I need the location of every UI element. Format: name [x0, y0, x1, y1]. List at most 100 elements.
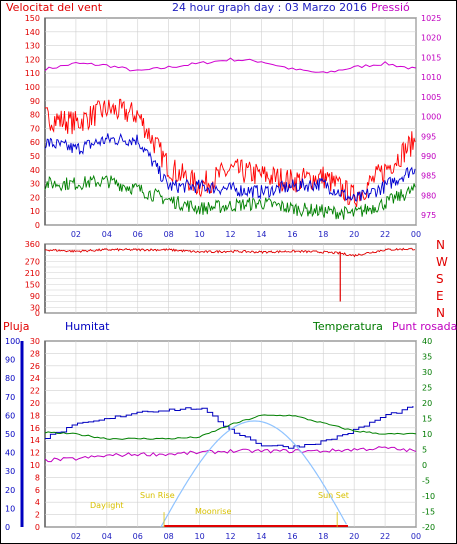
x-tick-label: 06 [133, 532, 143, 541]
dew-point-title: Punt rosada [392, 320, 457, 333]
temperature-tick-label: -5 [422, 477, 430, 486]
wind-direction-panel: 030 90 150 210 270 360 [25, 240, 417, 318]
x-tick-label: 04 [102, 532, 112, 541]
y-left-tick-label: 50 [30, 152, 40, 161]
x-tick-label: 18 [318, 230, 328, 239]
rain-tick-label: 28 [30, 349, 40, 358]
y-right-tick-label: 1010 [421, 73, 441, 82]
y-left-tick-label: 110 [25, 69, 40, 78]
temperature-tick-label: 10 [422, 430, 432, 439]
temperature-tick-label: -15 [422, 508, 435, 517]
x-tick-label: 18 [318, 532, 328, 541]
x-tick-label: 12 [225, 230, 235, 239]
x-tick-label: 22 [380, 532, 390, 541]
y-right-tick-label: 1015 [421, 53, 441, 62]
y-left-tick-label: 120 [25, 55, 40, 64]
direction-label-n: N [436, 238, 445, 252]
x-tick-label: 02 [71, 230, 81, 239]
temperature-tick-label: 40 [422, 337, 432, 346]
y-left-tick-label: 40 [30, 166, 40, 175]
x-tick-label: 16 [287, 230, 297, 239]
x-tick-label: 22 [380, 230, 390, 239]
humidity-title: Humitat [65, 320, 110, 333]
rain-tick-label: 24 [30, 374, 40, 383]
humidity-tick-label: 20 [5, 486, 15, 495]
series-line-1 [44, 414, 417, 440]
series-line-0 [45, 406, 414, 449]
y-tick-label: 90 [30, 292, 40, 301]
y-tick-label: 0 [35, 309, 40, 318]
humidity-tick-label: 90 [5, 356, 15, 365]
y-left-tick-label: 80 [30, 111, 40, 120]
temperature-tick-label: 30 [422, 368, 432, 377]
x-tick-label: 14 [256, 532, 266, 541]
rain-tick-label: 4 [35, 498, 40, 507]
temperature-tick-label: 35 [422, 353, 432, 362]
wind-direction-line [45, 247, 416, 258]
y-right-tick-label: 990 [421, 152, 436, 161]
y-left-tick-label: 0 [35, 221, 40, 230]
rain-tick-label: 2 [35, 511, 40, 520]
temperature-tick-label: -20 [422, 523, 435, 532]
humidity-tick-label: 30 [5, 467, 15, 476]
y-left-tick-label: 30 [30, 180, 40, 189]
rain-tick-label: 8 [35, 473, 40, 482]
y-right-tick-label: 995 [421, 132, 436, 141]
y-left-tick-label: 90 [30, 97, 40, 106]
humidity-tick-label: 60 [5, 411, 15, 420]
rain-tick-label: 18 [30, 411, 40, 420]
series-line-1 [44, 98, 416, 208]
daylight-curve [160, 420, 347, 528]
y-right-tick-label: 1025 [421, 14, 441, 23]
direction-label-s: S [436, 272, 444, 286]
y-left-tick-label: 10 [30, 207, 40, 216]
rain-tick-label: 10 [30, 461, 40, 470]
y-tick-label: 210 [25, 269, 40, 278]
y-tick-label: 270 [25, 257, 40, 266]
y-right-tick-label: 1005 [421, 93, 441, 102]
y-right-tick-label: 1020 [421, 34, 441, 43]
temperature-tick-label: -10 [422, 492, 435, 501]
x-tick-label: 06 [133, 230, 143, 239]
humidity-tick-label: 40 [5, 449, 15, 458]
x-tick-label: 08 [164, 230, 174, 239]
x-tick-label: 00 [411, 230, 421, 239]
y-left-tick-label: 60 [30, 138, 40, 147]
humidity-tick-label: 0 [5, 523, 10, 532]
x-tick-label: 16 [287, 532, 297, 541]
rain-tick-label: 6 [35, 486, 40, 495]
direction-label-n2: N [436, 306, 445, 320]
humidity-tick-label: 80 [5, 374, 15, 383]
y-right-tick-label: 1000 [421, 113, 441, 122]
rain-tick-label: 22 [30, 387, 40, 396]
y-right-tick-label: 985 [421, 172, 436, 181]
rain-tick-label: 26 [30, 362, 40, 371]
series-line-2 [44, 132, 416, 202]
y-left-tick-label: 130 [25, 42, 40, 51]
x-tick-label: 08 [164, 532, 174, 541]
y-right-tick-label: 975 [421, 211, 436, 220]
temperature-tick-label: 0 [422, 461, 427, 470]
rain-title: Pluja [3, 320, 29, 333]
x-tick-label: 20 [349, 230, 359, 239]
y-left-tick-label: 70 [30, 124, 40, 133]
humidity-tick-label: 10 [5, 504, 15, 513]
temperature-tick-label: 15 [422, 415, 432, 424]
wind-speed-title: Velocitat del vent [6, 1, 103, 14]
y-left-tick-label: 150 [25, 14, 40, 23]
x-tick-label: 12 [225, 532, 235, 541]
series-line-3 [44, 174, 416, 220]
rain-tick-label: 30 [30, 337, 40, 346]
rain-tick-label: 20 [30, 399, 40, 408]
sunset-label: Sun Set [318, 491, 349, 500]
pressure-title: Pressió [371, 1, 410, 14]
humidity-tick-label: 70 [5, 393, 15, 402]
x-tick-label: 00 [411, 532, 421, 541]
rain-tick-label: 12 [30, 449, 40, 458]
y-tick-label: 360 [25, 240, 40, 249]
moonrise-label: Moonrise [195, 507, 231, 516]
series-line-2 [44, 446, 417, 463]
y-right-tick-label: 980 [421, 191, 436, 200]
